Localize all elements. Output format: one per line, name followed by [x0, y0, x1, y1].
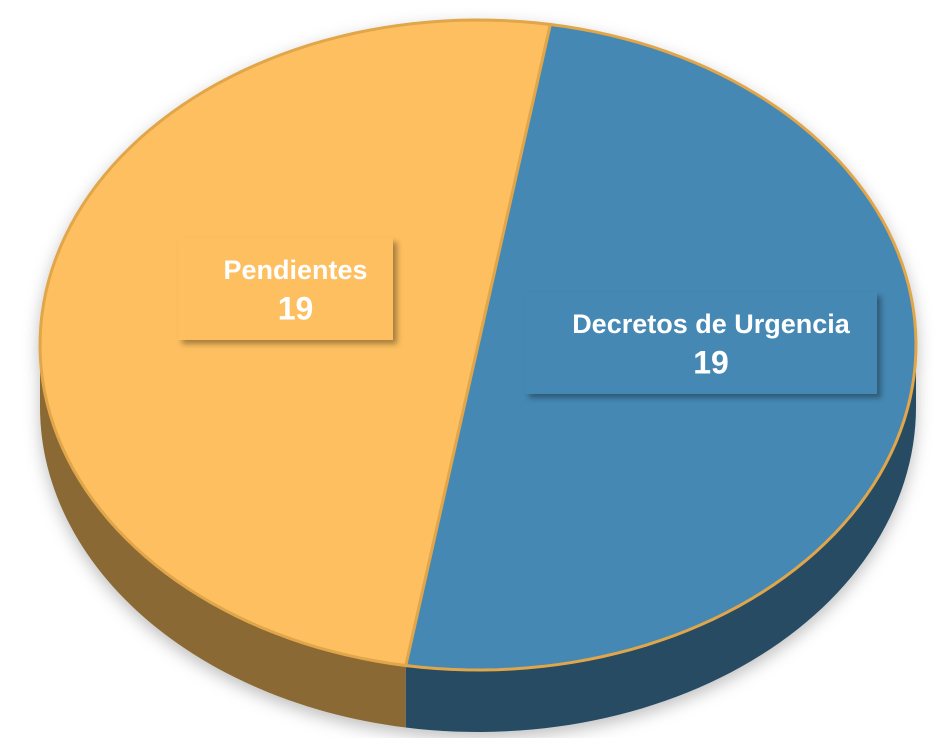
pie-side — [40, 345, 406, 728]
data-label-name: Decretos de Urgencia — [572, 309, 851, 339]
pie — [38, 18, 918, 732]
labels: Decretos de Urgencia 19 Pendientes 19 — [178, 238, 877, 394]
data-label-value: 19 — [693, 344, 729, 380]
data-label-box — [525, 292, 877, 394]
data-label-name: Pendientes — [223, 255, 367, 285]
pie-slice — [38, 18, 553, 668]
pie-side — [405, 345, 916, 732]
data-label-box — [178, 238, 393, 340]
data-label-value: 19 — [278, 290, 314, 326]
